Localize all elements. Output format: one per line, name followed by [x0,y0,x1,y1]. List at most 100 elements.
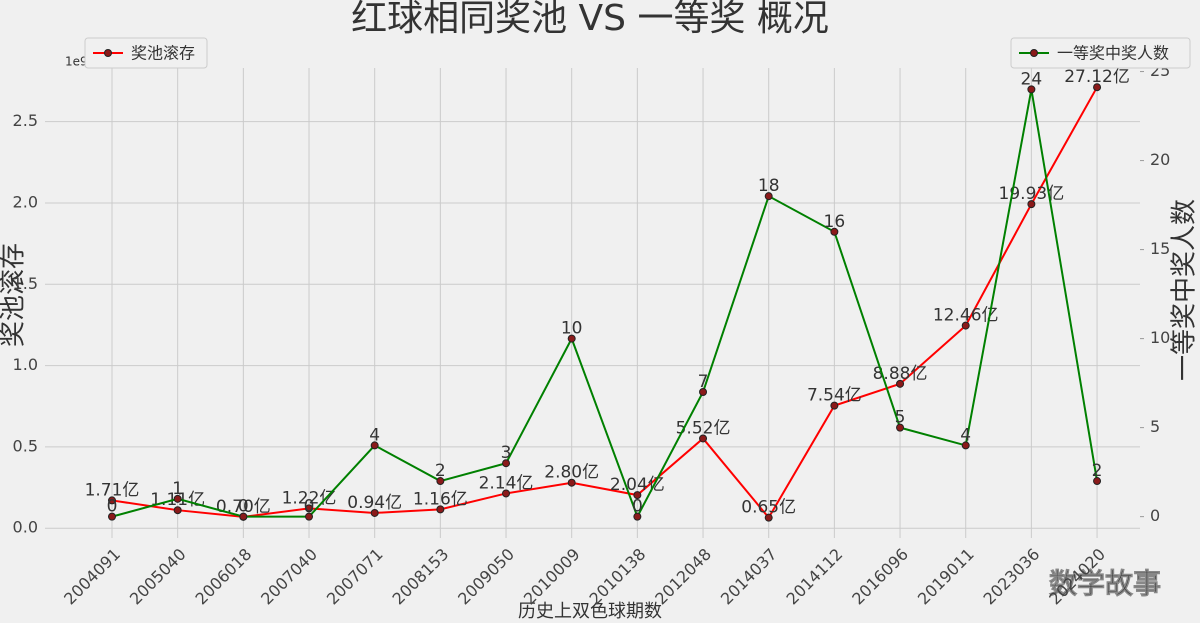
data-label: 0.65亿 [741,498,796,518]
data-label: 27.12亿 [1064,67,1130,87]
legend-label: 奖池滚存 [131,44,195,63]
data-label: 18 [758,176,780,196]
marker [567,334,576,343]
data-label: 2.80亿 [544,463,599,483]
marker [305,504,314,513]
marker [633,491,642,500]
data-label: 16 [824,212,846,232]
y-tick-label: 0.5 [13,436,38,455]
offset-label: 1e9 [65,55,88,69]
data-label: 24 [1021,69,1043,89]
marker [1093,83,1102,92]
marker [173,494,182,503]
marker [108,496,116,505]
x-tick-label: 2004091 [60,545,124,609]
data-label: 19.93亿 [999,184,1065,204]
legend-box [1010,37,1191,69]
marker [896,423,905,432]
marker [502,459,511,468]
x-tick-label: 2012048 [651,545,715,609]
y-tick-label: 2.5 [13,111,38,130]
marker [764,513,773,522]
marker [305,512,314,521]
marker [896,379,905,388]
x-tick-label: 2007071 [323,545,387,609]
legend-box [84,37,208,69]
y2-tick-label: 5 [1150,417,1160,436]
marker [830,227,839,236]
legend-marker [1030,49,1038,57]
data-label: 4 [960,425,971,445]
x-tick-label: 2010009 [520,545,584,609]
data-label: 0 [632,497,643,517]
marker [633,512,642,521]
series-line [111,89,1099,520]
marker [1093,477,1102,486]
y2-tick-label: 20 [1150,150,1170,169]
marker [567,478,576,487]
y2-tick-label: 0 [1150,506,1160,525]
x-tick-label: 2016096 [848,545,912,609]
watermark: 数学故事 [1049,567,1161,600]
x-tick-label: 2023036 [980,545,1044,609]
data-label: 0.94亿 [347,493,402,513]
marker [173,506,182,515]
data-label: 5 [895,408,906,428]
data-label: 0 [304,497,315,517]
data-label: 4 [369,425,380,445]
y-tick-label: 1.5 [13,274,38,293]
data-label: 0.70亿 [216,497,271,517]
data-label: 2.14亿 [479,473,534,493]
plot-area [45,68,1140,538]
x-tick-label: 2014037 [717,545,781,609]
marker [830,401,839,410]
y-tick-label: 2.0 [13,192,38,211]
x-tick-label: 2007040 [257,545,321,609]
marker [239,512,248,521]
x-tick-label: 2019011 [914,545,978,609]
data-label: 12.46亿 [933,306,999,326]
grid [45,68,1140,538]
data-label: 0 [238,497,249,517]
y2-axis-label: 一等奖中奖人数 [1170,199,1200,381]
marker [699,434,708,443]
marker [502,489,511,498]
data-label: 10 [561,319,583,339]
marker [1027,200,1036,209]
marker [961,321,970,330]
marker [108,512,116,521]
data-label: 1 [172,479,183,499]
data-label: 0 [107,497,118,517]
x-tick-label: 2005040 [126,545,190,609]
x-tick-label: 2008153 [389,545,453,609]
x-tick-label: 2009050 [454,545,518,609]
x-axis-label: 历史上双色球期数 [518,601,662,622]
marker [436,477,445,486]
data-label: 2 [1092,461,1103,481]
data-label: 3 [501,443,512,463]
marker [1027,85,1036,94]
series-line [111,86,1098,520]
y2-tick-label: 10 [1150,328,1170,347]
data-label: 7.54亿 [807,386,862,406]
legend-marker [104,49,112,57]
y-tick-label: 0.0 [13,518,38,537]
legend-label: 一等奖中奖人数 [1057,44,1169,63]
y2-tick-label: 15 [1150,239,1170,258]
marker [961,441,970,450]
data-label: 1.16亿 [413,489,468,509]
data-label: 5.52亿 [676,418,731,438]
data-label: 1.71亿 [85,480,140,500]
marker [370,508,379,517]
data-label: 8.88亿 [873,364,928,384]
y-axis-label: 奖池滚存 [0,243,29,347]
marker [370,441,379,450]
y-tick-label: 1.0 [13,355,38,374]
data-label: 1.22亿 [282,488,337,508]
marker [436,505,445,514]
data-label: 2 [435,461,446,481]
x-tick-label: 2014112 [783,545,847,609]
chart-title: 红球相同奖池 VS 一等奖 概况 [351,0,829,39]
marker [764,192,773,201]
